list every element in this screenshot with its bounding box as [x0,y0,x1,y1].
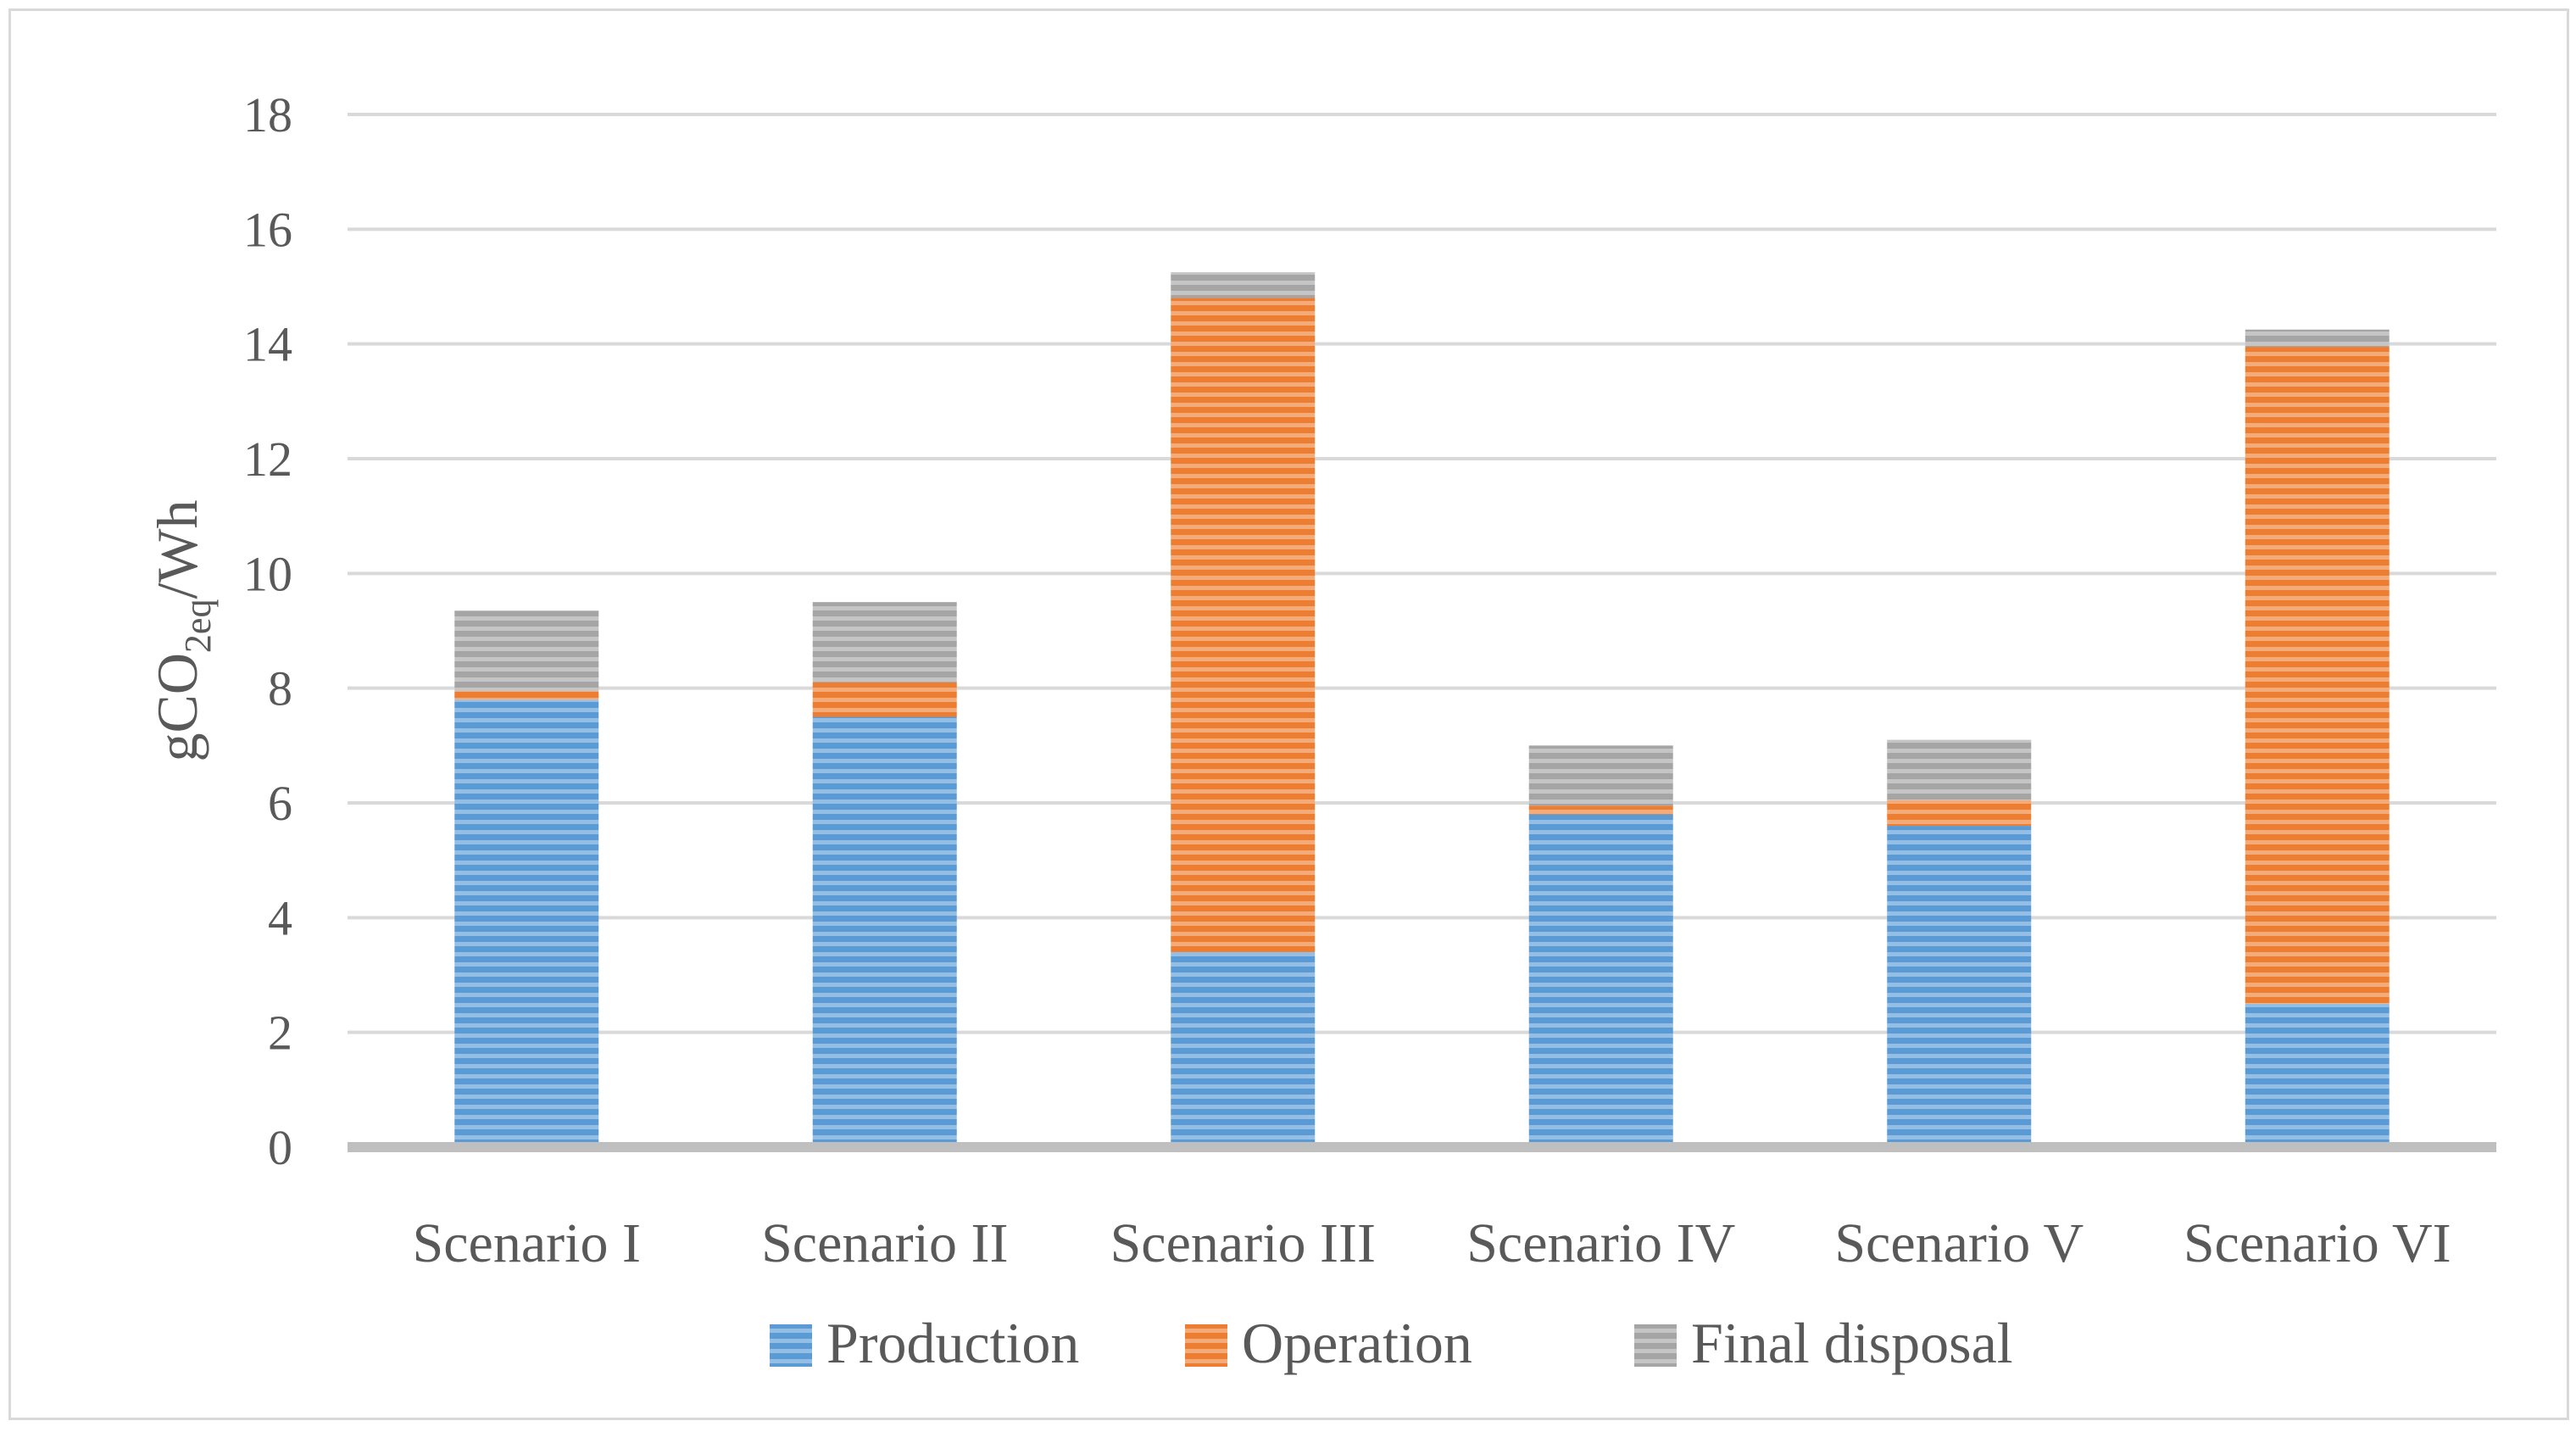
legend-label: Operation [1242,1311,1472,1375]
bar-scenario-iv-final-disposal [1528,745,1673,806]
y-axis-title: gCO2eq/Wh [145,499,219,761]
gridlines [348,113,2496,1034]
bar-scenario-v-operation [1887,800,2032,827]
x-axis-categories: Scenario I Scenario II Scenario III Scenari… [413,1212,2451,1274]
x-category-label: Scenario VI [2184,1212,2451,1274]
bar-scenario-iii-operation [1171,298,1316,952]
bar-scenario-vi-operation [2245,347,2390,1004]
legend-swatch [1634,1324,1677,1367]
bar-scenario-i-final-disposal [454,610,599,692]
bar-scenario-v-production [1887,826,2032,1147]
legend-item-final-disposal: Final disposal [1634,1311,2013,1375]
legend-label: Final disposal [1691,1311,2013,1375]
y-tick-label: 12 [243,432,292,487]
legend-swatch [1185,1324,1227,1367]
bar-scenario-iii-final-disposal [1171,272,1316,298]
bar-scenario-i-production [454,699,599,1147]
bar-scenario-iv-production [1528,814,1673,1147]
bar-scenario-ii-operation [812,682,957,717]
legend-label: Production [826,1311,1079,1375]
y-tick-label: 18 [243,87,292,142]
y-axis-title-suffix: /Wh [145,499,209,599]
legend-item-operation: Operation [1185,1311,1472,1375]
x-category-label: Scenario II [761,1212,1008,1274]
y-tick-label: 2 [268,1006,292,1061]
x-category-label: Scenario V [1834,1212,2084,1274]
bar-scenario-i-operation [454,691,599,700]
bar-scenario-v-final-disposal [1887,739,2032,800]
y-tick-label: 14 [243,317,292,372]
legend-swatch [770,1324,812,1367]
bar-scenario-ii-production [812,716,957,1147]
bar-scenario-vi-production [2245,1003,2390,1147]
y-tick-label: 6 [268,776,292,831]
y-tick-label: 8 [268,661,292,716]
x-category-label: Scenario IV [1466,1212,1735,1274]
y-tick-label: 4 [268,890,292,945]
bars [454,272,2390,1147]
bar-scenario-vi-final-disposal [2245,329,2390,348]
bar-scenario-iii-production [1171,951,1316,1147]
bar-scenario-iv-operation [1528,805,1673,815]
y-axis-ticks: 0 2 4 6 8 10 12 14 16 18 [243,87,292,1175]
legend: Production Operation Final disposal [770,1311,2013,1375]
y-axis-title-prefix: gCO [145,653,209,761]
legend-item-production: Production [770,1311,1079,1375]
y-axis-title-subscript: 2eq [177,599,219,654]
x-category-label: Scenario I [413,1212,641,1274]
y-tick-label: 16 [243,202,292,257]
y-tick-label: 10 [243,546,292,601]
y-tick-label: 0 [268,1120,292,1175]
bar-scenario-ii-final-disposal [812,602,957,683]
x-category-label: Scenario III [1110,1212,1376,1274]
